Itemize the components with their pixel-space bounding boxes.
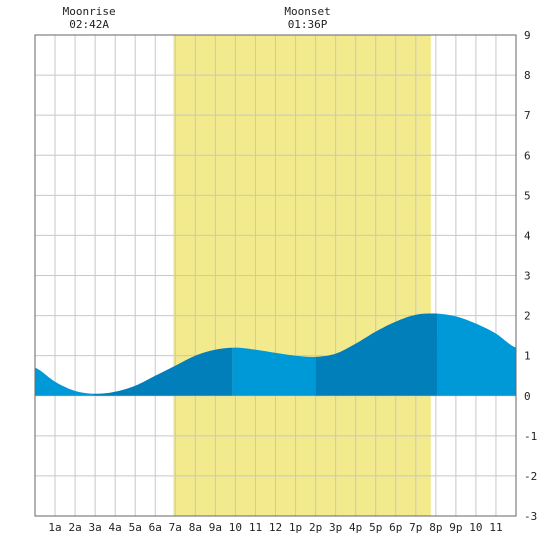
- y-tick-labels: -3 -2 -1 0 1 2 3 4 5 6 7 8 9: [524, 29, 537, 523]
- x-tick-label: 4a: [109, 521, 122, 534]
- x-tick-label: 2p: [309, 521, 322, 534]
- x-tick-label: 12: [269, 521, 282, 534]
- y-tick-label: 6: [524, 149, 531, 162]
- x-tick-label: 3p: [329, 521, 342, 534]
- annotation-time: 01:36P: [288, 18, 328, 31]
- y-tick-label: -2: [524, 470, 537, 483]
- x-tick-label: 6p: [389, 521, 402, 534]
- tide-area-dark: [315, 313, 438, 396]
- x-tick-label: 2a: [68, 521, 81, 534]
- x-tick-label: 4p: [349, 521, 362, 534]
- x-tick-label: 10: [229, 521, 242, 534]
- y-tick-label: 3: [524, 270, 531, 283]
- x-tick-label: 10: [469, 521, 482, 534]
- annotation-label: Moonrise: [63, 5, 116, 18]
- x-tick-label: 1a: [48, 521, 61, 534]
- y-tick-label: 1: [524, 350, 531, 363]
- x-tick-label: 5a: [129, 521, 142, 534]
- x-tick-label: 6a: [149, 521, 162, 534]
- x-tick-labels: 1a 2a 3a 4a 5a 6a 7a 8a 9a 10 11 12 1p 2p 3p 4p 5p 6p 7p 8p…: [48, 521, 502, 534]
- x-tick-label: 8p: [429, 521, 442, 534]
- annotation-time: 02:42A: [69, 18, 109, 31]
- tide-area-layer: [35, 313, 516, 396]
- y-tick-label: 7: [524, 109, 531, 122]
- x-tick-label: 11: [249, 521, 262, 534]
- x-tick-label: 9a: [209, 521, 222, 534]
- x-tick-label: 5p: [369, 521, 382, 534]
- y-tick-label: 9: [524, 29, 531, 42]
- y-tick-label: 4: [524, 229, 531, 242]
- tide-area-light: [437, 313, 516, 396]
- x-tick-label: 1p: [289, 521, 302, 534]
- annotation-label: Moonset: [284, 5, 330, 18]
- plot-frame: [34, 34, 517, 517]
- x-tick-label: 7p: [409, 521, 422, 534]
- tide-area-dark: [93, 347, 233, 396]
- tide-area-light: [35, 367, 94, 396]
- x-tick-label: 9p: [449, 521, 462, 534]
- x-tick-label: 8a: [189, 521, 202, 534]
- tide-area-light: [232, 347, 316, 396]
- x-tick-label: 7a: [169, 521, 182, 534]
- y-tick-label: -1: [524, 430, 537, 443]
- y-tick-label: 8: [524, 69, 531, 82]
- y-tick-label: -3: [524, 510, 537, 523]
- grid-layer: [35, 35, 516, 516]
- y-tick-label: 2: [524, 310, 531, 323]
- x-tick-label: 11: [489, 521, 502, 534]
- y-tick-label: 0: [524, 390, 531, 403]
- x-tick-label: 3a: [89, 521, 102, 534]
- y-tick-label: 5: [524, 189, 531, 202]
